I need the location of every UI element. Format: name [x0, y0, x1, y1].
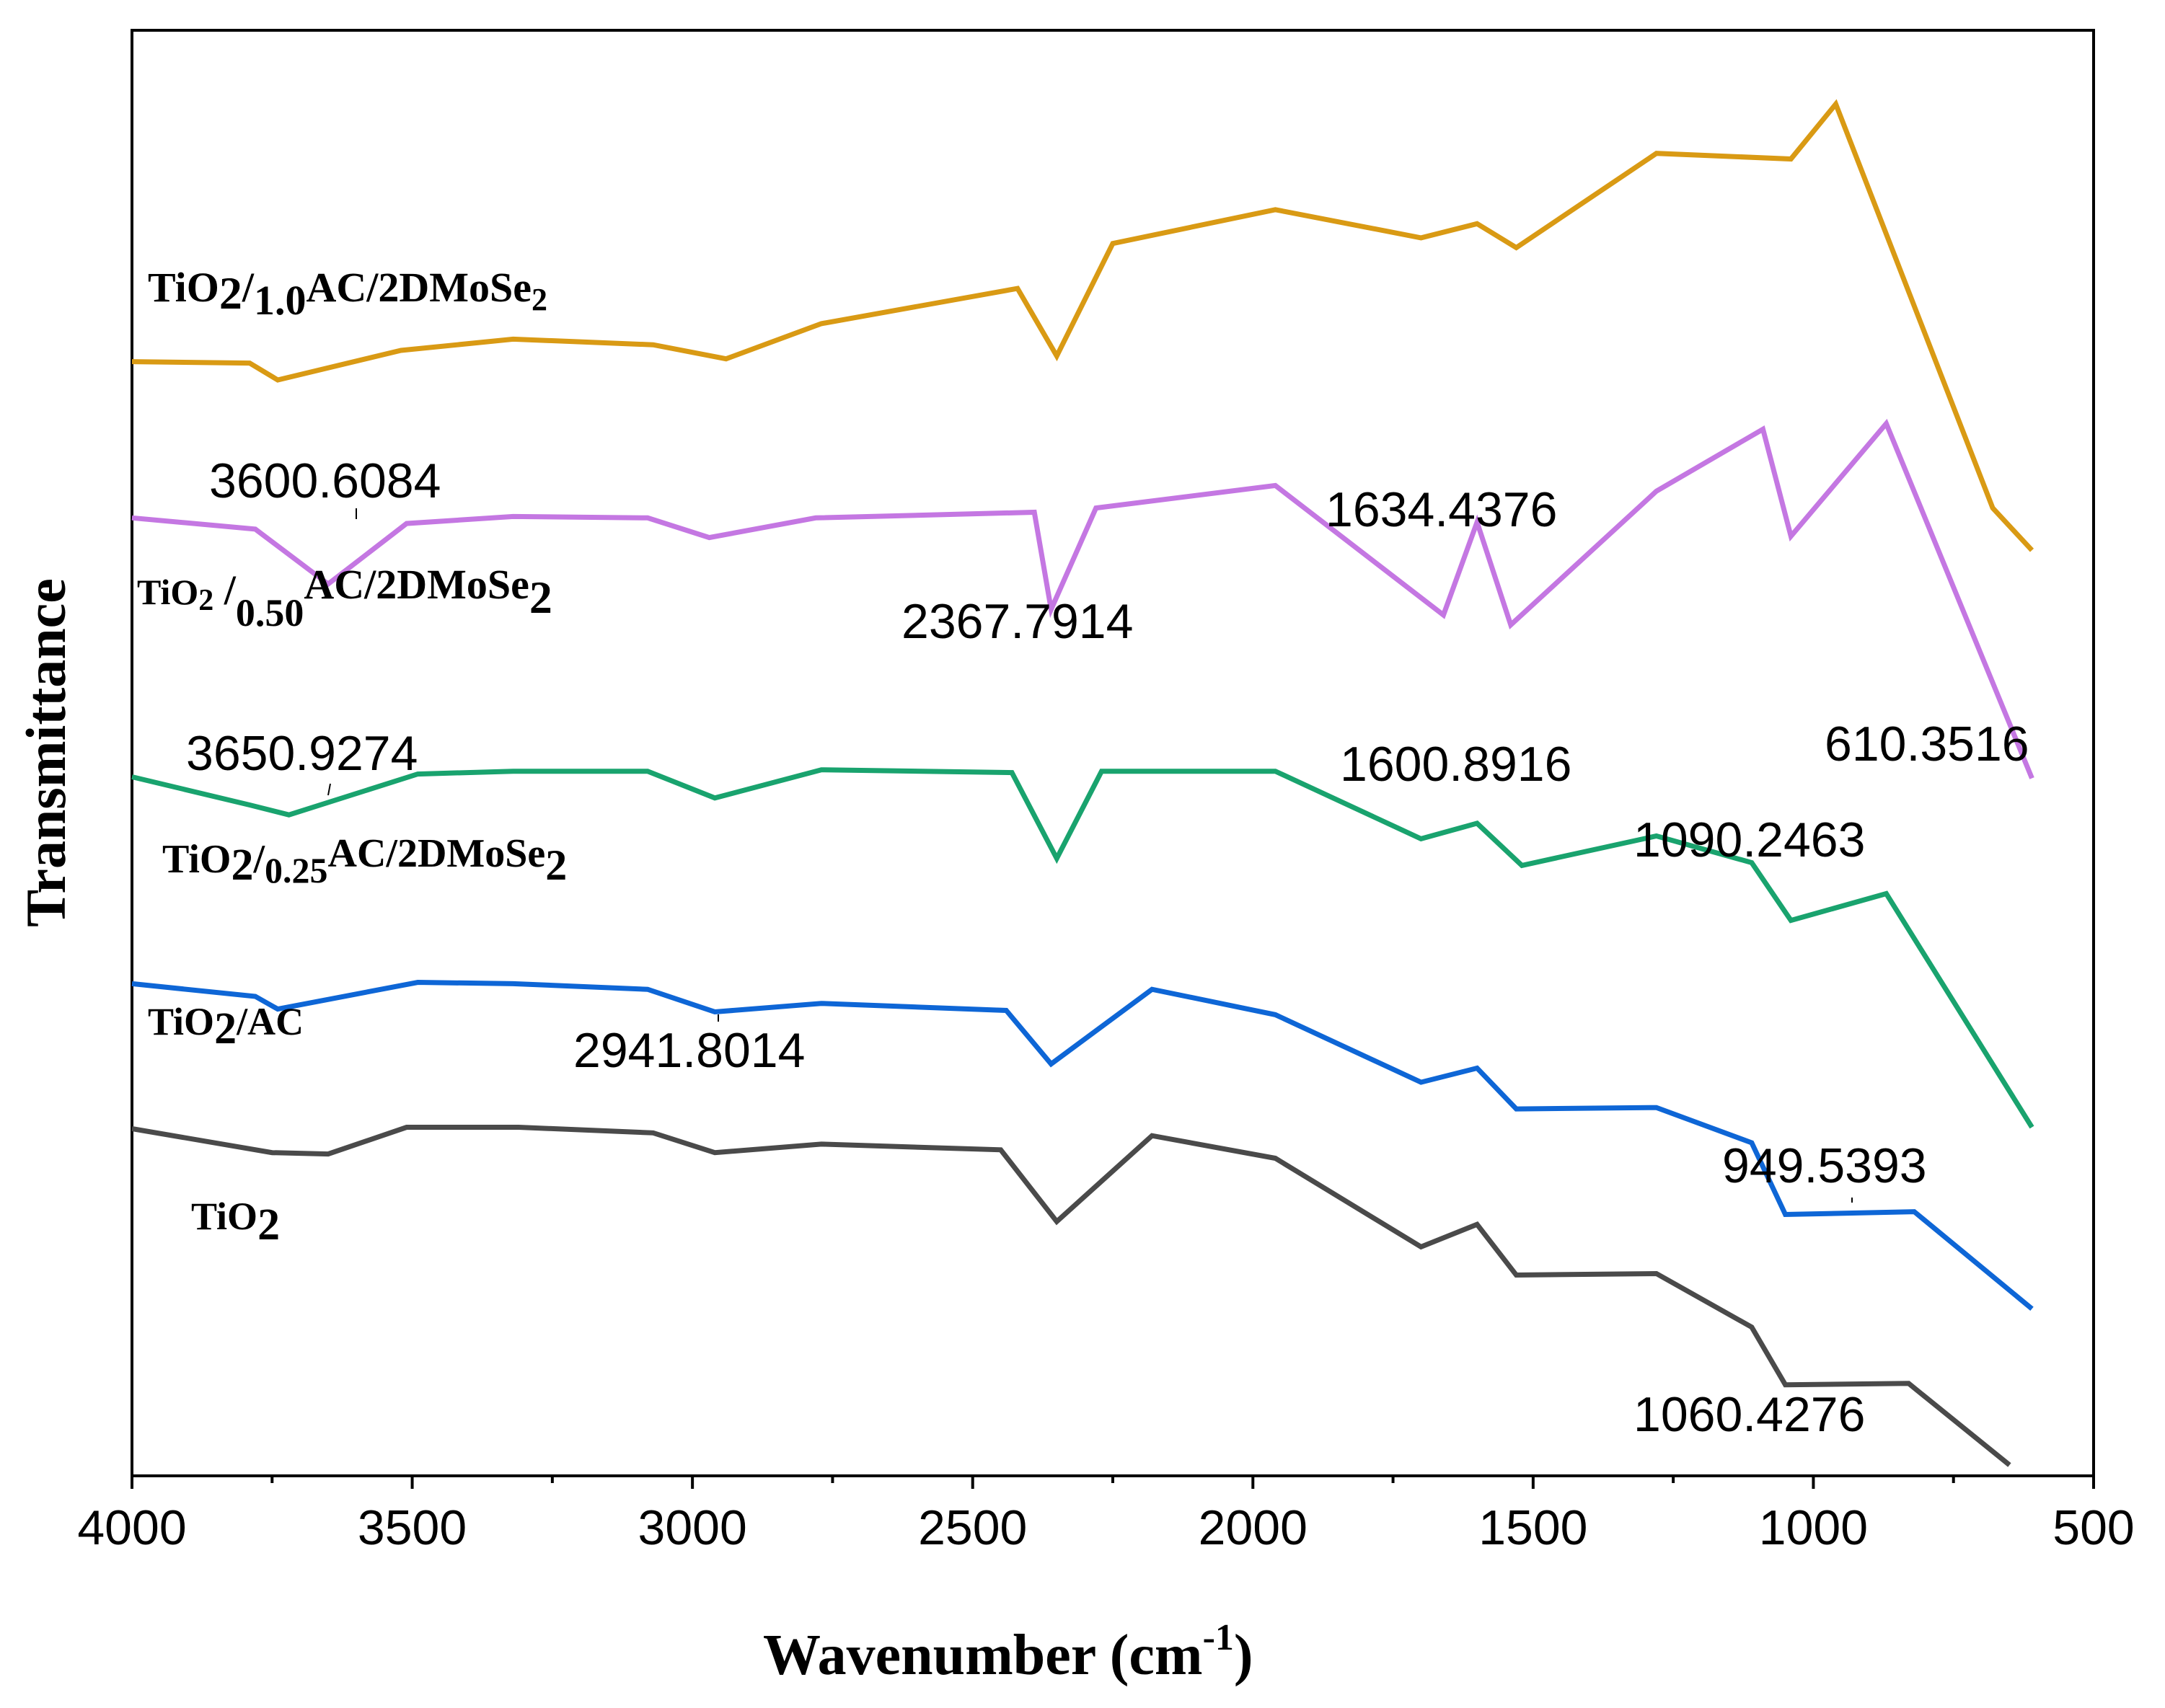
x-tick-label: 4000 — [77, 1500, 186, 1555]
series-labels: TiO2/1.0AC/2DMoSe2 TiO2 /0.50AC/2DMoSe2 … — [137, 264, 567, 1249]
annotation-610: 610.3516 — [1825, 717, 2029, 771]
x-tick-label: 2000 — [1199, 1500, 1308, 1555]
x-tick-label: 1000 — [1759, 1500, 1868, 1555]
series-label-tio2: TiO2 — [191, 1195, 280, 1249]
x-tick-label: 500 — [2052, 1500, 2134, 1555]
leader-3650 — [327, 783, 331, 796]
annotation-1634: 1634.4376 — [1326, 482, 1557, 537]
series-label-tio2-ac: TiO2/AC — [148, 1000, 304, 1053]
annotation-leaders — [327, 508, 1853, 1203]
x-axis-ticks: 4000 3500 3000 2500 2000 1500 1000 500 — [77, 1476, 2135, 1555]
annotation-3650: 3650.9274 — [186, 726, 418, 781]
x-tick-label: 2500 — [918, 1500, 1027, 1555]
annotation-3600: 3600.6084 — [209, 453, 441, 508]
annotation-2367: 2367.7914 — [901, 594, 1133, 649]
annotation-949: 949.5393 — [1722, 1138, 1927, 1193]
y-axis-label: Transmittance — [14, 578, 77, 927]
annotations: 3600.6084 2367.7914 1634.4376 610.3516 3… — [186, 453, 2029, 1442]
x-tick-label: 3500 — [358, 1500, 467, 1555]
series-label-tio2-1.0ac: TiO2/1.0AC/2DMoSe2 — [148, 264, 547, 324]
annotation-1060: 1060.4276 — [1633, 1387, 1865, 1442]
series-line-4 — [131, 1125, 2011, 1467]
x-axis-label: Wavenumber (cm-1) — [763, 1617, 1253, 1687]
series-group — [131, 99, 2034, 1467]
x-tick-label: 1500 — [1478, 1500, 1587, 1555]
series-line-1 — [131, 418, 2034, 779]
annotation-2941: 2941.8014 — [573, 1023, 805, 1078]
series-line-3 — [131, 979, 2034, 1311]
annotation-1600: 1600.8916 — [1340, 737, 1571, 792]
x-tick-label: 3000 — [638, 1500, 747, 1555]
annotation-1090: 1090.2463 — [1633, 813, 1865, 867]
series-label-tio2-0.25ac: TiO2/0.25AC/2DMoSe2 — [162, 831, 567, 890]
series-line-2 — [131, 767, 2034, 1129]
series-label-tio2-0.50ac: TiO2 /0.50AC/2DMoSe2 — [137, 561, 552, 634]
series-line-0 — [131, 99, 2034, 552]
